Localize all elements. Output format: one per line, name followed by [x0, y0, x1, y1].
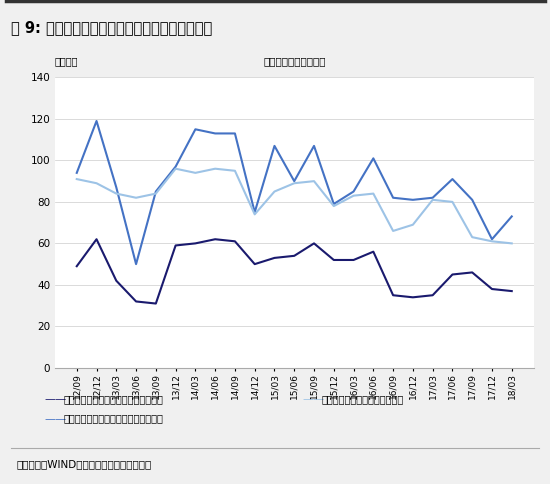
Text: 报告期内投资组合平均剩余期限最低值: 报告期内投资组合平均剩余期限最低值 [63, 394, 163, 404]
Text: 投资组合平均剩余期限: 投资组合平均剩余期限 [263, 56, 326, 66]
Text: 图 9: 货币基金投资组合平均剩余期限变化趋势图: 图 9: 货币基金投资组合平均剩余期限变化趋势图 [11, 20, 212, 35]
Text: 资料来源：WIND、国信证券经济研究所整理: 资料来源：WIND、国信证券经济研究所整理 [16, 459, 152, 469]
Text: ——: —— [44, 394, 66, 404]
Text: 报告期内投资组合平均剩余期限最高值: 报告期内投资组合平均剩余期限最高值 [63, 414, 163, 424]
Text: 单位：天: 单位：天 [55, 56, 79, 66]
Text: ——: —— [302, 394, 324, 404]
Text: 报告期末投资组合平均剩余期限: 报告期末投资组合平均剩余期限 [322, 394, 404, 404]
Text: ——: —— [44, 414, 66, 424]
